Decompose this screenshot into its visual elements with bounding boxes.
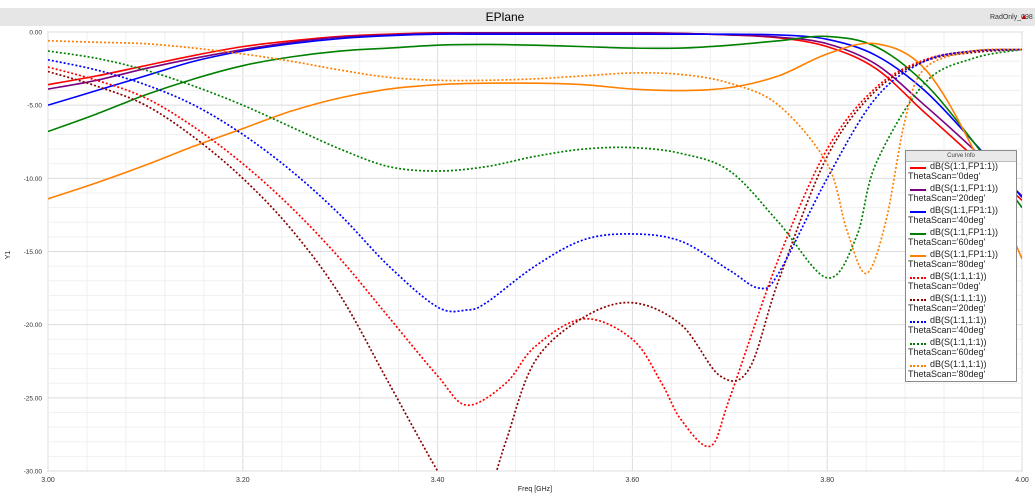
legend-item[interactable]: dB(S(1:1,FP1:1)) ThetaScan='80deg'	[906, 249, 1016, 272]
y-axis-label: Y1	[5, 251, 12, 260]
legend-swatch	[910, 233, 926, 235]
legend-title: Curve Info	[906, 151, 1016, 162]
x-tick-label: 3.20	[236, 477, 250, 484]
legend-swatch	[910, 189, 926, 191]
series-line-7	[48, 48, 1022, 471]
legend-series-variable: ThetaScan='80deg'	[908, 369, 986, 379]
y-tick-label: -30.00	[24, 469, 43, 476]
legend-swatch	[910, 365, 926, 367]
x-tick-label: 3.60	[626, 477, 640, 484]
legend-series-variable: ThetaScan='80deg'	[908, 259, 986, 269]
y-tick-label: -25.00	[24, 395, 43, 402]
legend[interactable]: Curve Info dB(S(1:1,FP1:1)) ThetaScan='0d…	[905, 150, 1017, 382]
legend-item[interactable]: dB(S(1:1,1:1)) ThetaScan='80deg'	[906, 359, 1016, 381]
legend-item[interactable]: dB(S(1:1,1:1)) ThetaScan='40deg'	[906, 315, 1016, 338]
legend-item[interactable]: dB(S(1:1,1:1)) ThetaScan='60deg'	[906, 337, 1016, 360]
legend-item[interactable]: dB(S(1:1,FP1:1)) ThetaScan='0deg'	[906, 161, 1016, 184]
tick-labels: 3.00 3.20 3.40 3.60 3.80 4.00 0.00 -5.00 -10.00 -…	[24, 30, 1029, 485]
legend-series-name: dB(S(1:1,FP1:1))	[930, 183, 999, 193]
y-tick-label: -15.00	[24, 249, 43, 256]
legend-swatch	[910, 277, 926, 279]
marker-triangle-icon: ▲	[1020, 12, 1028, 21]
x-tick-label: 3.40	[431, 477, 445, 484]
y-tick-label: -20.00	[24, 322, 43, 329]
legend-series-variable: ThetaScan='0deg'	[908, 281, 981, 291]
legend-series-variable: ThetaScan='20deg'	[908, 193, 986, 203]
legend-item[interactable]: dB(S(1:1,FP1:1)) ThetaScan='40deg'	[906, 205, 1016, 228]
legend-series-name: dB(S(1:1,1:1))	[930, 271, 987, 281]
legend-series-name: dB(S(1:1,FP1:1))	[930, 161, 999, 171]
x-axis-label: Freq [GHz]	[518, 486, 552, 493]
series-line-2	[48, 32, 1022, 197]
chart-title: EPlane	[486, 10, 525, 24]
legend-series-variable: ThetaScan='0deg'	[908, 171, 981, 181]
series-line-5	[48, 42, 1022, 260]
legend-swatch	[910, 255, 926, 257]
legend-series-name: dB(S(1:1,1:1))	[930, 315, 987, 325]
legend-item[interactable]: dB(S(1:1,1:1)) ThetaScan='20deg'	[906, 293, 1016, 316]
legend-series-name: dB(S(1:1,1:1))	[930, 359, 987, 369]
legend-series-name: dB(S(1:1,FP1:1))	[930, 205, 999, 215]
legend-items: dB(S(1:1,FP1:1)) ThetaScan='0deg' dB(S(1:1…	[906, 161, 1016, 381]
legend-series-variable: ThetaScan='20deg'	[908, 303, 986, 313]
legend-series-variable: ThetaScan='60deg'	[908, 347, 986, 357]
legend-swatch	[910, 321, 926, 323]
x-tick-label: 3.00	[41, 477, 55, 484]
y-tick-label: 0.00	[29, 30, 42, 37]
title-bar	[0, 8, 1035, 26]
x-tick-label: 4.00	[1015, 477, 1029, 484]
legend-swatch	[910, 299, 926, 301]
series-line-4	[48, 35, 1022, 209]
legend-series-variable: ThetaScan='40deg'	[908, 325, 986, 335]
legend-swatch	[910, 167, 926, 169]
legend-series-name: dB(S(1:1,1:1))	[930, 293, 987, 303]
legend-item[interactable]: dB(S(1:1,FP1:1)) ThetaScan='20deg'	[906, 183, 1016, 206]
x-tick-label: 3.80	[820, 477, 834, 484]
legend-swatch	[910, 211, 926, 213]
legend-swatch	[910, 343, 926, 345]
legend-item[interactable]: dB(S(1:1,FP1:1)) ThetaScan='60deg'	[906, 227, 1016, 250]
chart-tag: RadOnly_098	[990, 14, 1033, 21]
series-line-6	[48, 48, 1022, 448]
series-line-8	[48, 48, 1022, 313]
legend-series-name: dB(S(1:1,1:1))	[930, 337, 987, 347]
series-group	[48, 32, 1022, 471]
legend-series-variable: ThetaScan='40deg'	[908, 215, 986, 225]
series-line-9	[48, 48, 1022, 279]
y-tick-label: -5.00	[27, 103, 42, 110]
grid	[47, 31, 1023, 472]
legend-series-name: dB(S(1:1,FP1:1))	[930, 249, 999, 259]
legend-series-name: dB(S(1:1,FP1:1))	[930, 227, 999, 237]
legend-item[interactable]: dB(S(1:1,1:1)) ThetaScan='0deg'	[906, 271, 1016, 294]
y-tick-label: -10.00	[24, 176, 43, 183]
legend-series-variable: ThetaScan='60deg'	[908, 237, 986, 247]
series-line-3	[48, 33, 1022, 198]
